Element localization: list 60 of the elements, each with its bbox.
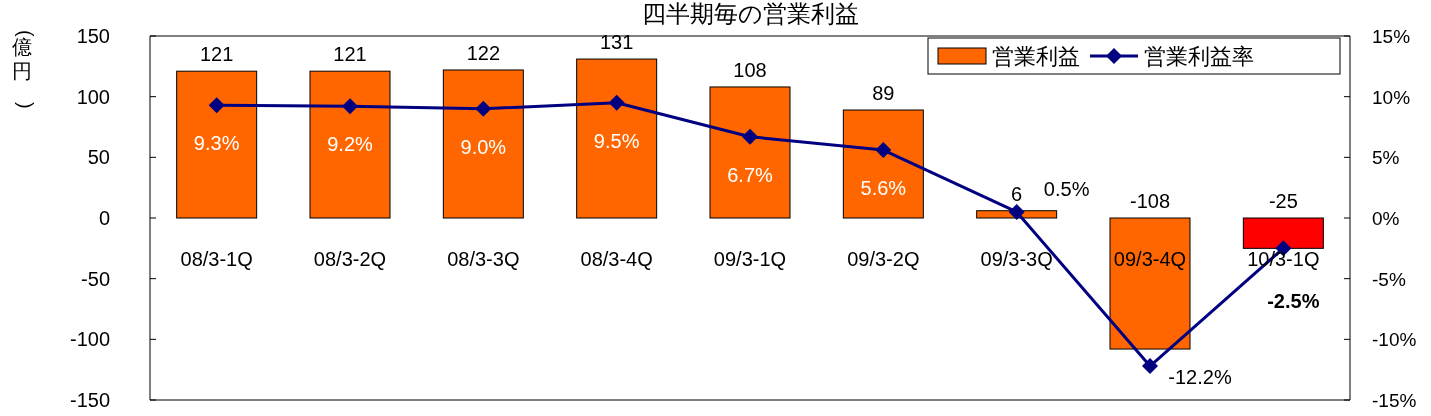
data-label: 6 [1011,182,1023,205]
point [1142,358,1158,375]
legend-label: 営業利益率 [1144,44,1254,69]
point [742,128,758,145]
point [1008,203,1025,220]
bar [309,70,391,219]
y2-tick-label: -15% [1372,390,1417,411]
bar [1109,217,1191,350]
y-axis-title: (億円) [12,30,37,109]
data-label: 121 [333,43,367,66]
data-label: -12.2% [1168,366,1232,389]
data-label: -2.5% [1267,290,1320,313]
data-label: 108 [733,58,767,81]
data-label: 122 [466,41,501,64]
bar [842,109,924,219]
y-tick-label: 50 [87,146,110,169]
x-tick-label: 09/3-4Q [1113,248,1187,270]
data-label: 9.3% [193,132,240,155]
data-label: 131 [599,31,634,54]
data-label: -108 [1129,190,1171,212]
y2-tick-label: -5% [1372,268,1406,290]
legend-label: 営業利益 [992,44,1080,69]
chart-title: 四半期毎の営業利益 [641,0,859,27]
bar [1242,217,1324,249]
bar [176,70,258,219]
y2-tick-label: 15% [1372,26,1411,47]
y2-tick-label: 10% [1372,86,1411,108]
y-tick-label: 0 [98,207,110,229]
data-label: -25 [1268,190,1298,212]
y-tick-label: 150 [76,25,110,47]
y2-tick-label: 0% [1372,208,1400,229]
data-label: 9.2% [327,133,374,156]
data-label: 6.7% [727,163,774,186]
data-label: 121 [199,43,234,66]
point [342,98,358,115]
x-tick-label: 08/3-4Q [580,248,653,270]
point [208,97,225,114]
y-tick-label: 100 [76,85,110,108]
point [475,100,492,117]
data-label: 0.5% [1043,177,1090,200]
data-label: 9.0% [460,135,507,158]
x-tick-label: 08/3-2Q [313,248,387,270]
x-tick-label: 08/3-3Q [447,248,520,270]
y2-tick-label: 5% [1372,147,1400,169]
y2-tick-label: -10% [1372,329,1417,351]
point [608,94,625,111]
data-label: 9.5% [593,129,640,152]
x-tick-label: 09/3-2Q [847,248,920,270]
x-tick-label: 08/3-1Q [180,248,253,270]
bar [709,86,791,219]
bar [576,58,658,219]
y-tick-label: -150 [69,389,110,411]
bar [442,69,524,219]
x-tick-label: 09/3-1Q [713,248,787,270]
y-tick-label: -50 [81,267,110,290]
x-tick-label: 09/3-3Q [980,248,1053,270]
y-tick-label: -100 [69,328,110,351]
point [875,142,892,159]
data-label: 5.6% [860,177,907,200]
data-label: 89 [872,82,895,105]
